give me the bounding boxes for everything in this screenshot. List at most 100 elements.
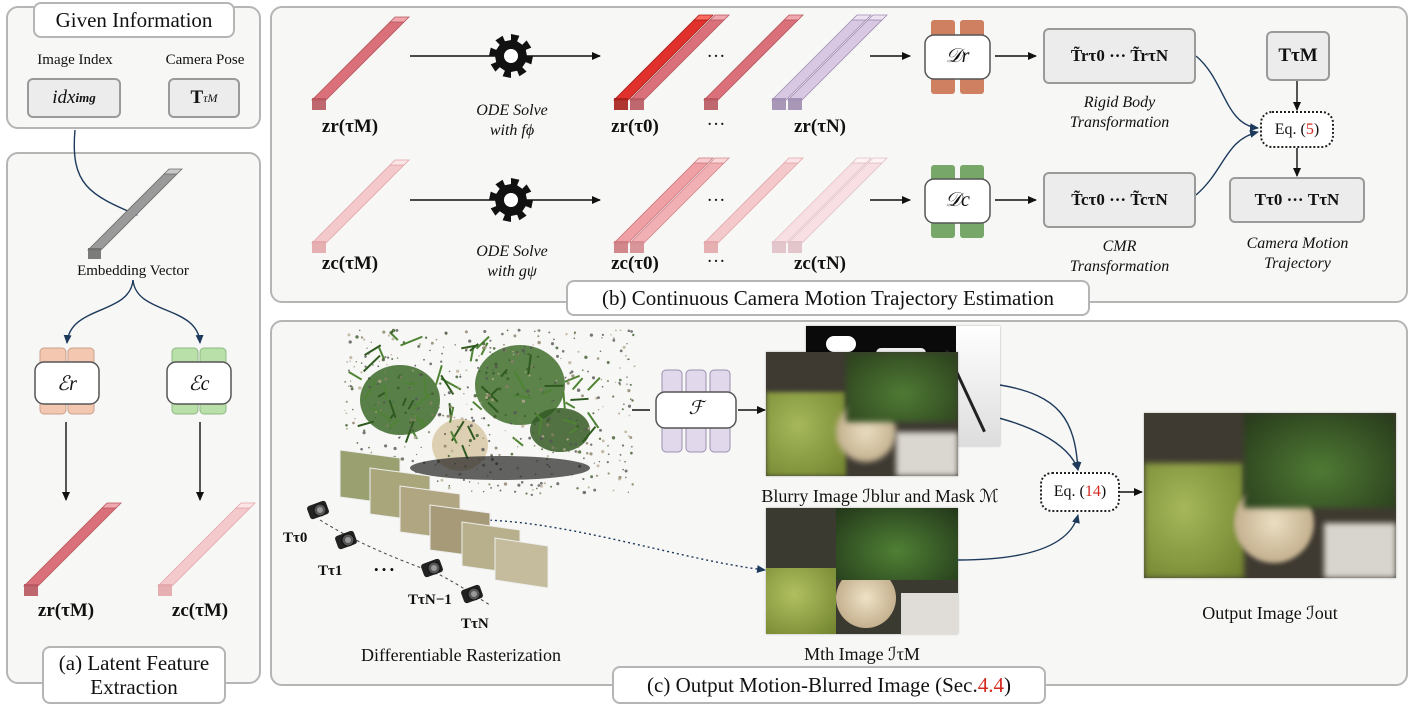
ellipsis-c-bottom: ··· — [706, 251, 726, 272]
image-index-box: idx img — [27, 78, 121, 118]
panel-a-caption-line2: Extraction — [90, 675, 178, 699]
eq14-suffix: ) — [1100, 483, 1107, 500]
arrow-rigid-to-eq5 — [1195, 55, 1259, 132]
decoder-c-network — [924, 165, 991, 238]
encoder-r-network — [34, 347, 100, 415]
latent-feature-panel — [6, 152, 261, 684]
decoder-r-network — [924, 20, 991, 94]
eq14-number: 14 — [1084, 483, 1101, 500]
t-tau-0-label: Tτ0 — [283, 530, 308, 546]
traj-line2: Trajectory — [1264, 255, 1331, 272]
image-frames-along-trajectory — [339, 449, 549, 589]
pose-sup: τM — [203, 90, 218, 105]
idx-sub: img — [75, 90, 96, 105]
zc-tau-m-label-a: zc(τM) — [171, 600, 229, 621]
panel-a-caption-line1: (a) Latent Feature — [58, 651, 210, 675]
latent-bar-zc-mid — [703, 157, 804, 253]
blurry-image-label: Blurry Image ℐblur and Mask ℳ — [761, 486, 999, 506]
eq5-box: Eq. (5) — [1260, 111, 1334, 148]
encoder-c-label: ℰc — [188, 373, 210, 395]
camera-icon — [335, 530, 357, 550]
latent-bar-zr-nb — [787, 14, 888, 110]
f-network-label: ℱ — [688, 398, 704, 419]
latent-bar-zc-m — [311, 159, 410, 253]
eq14-box: Eq. (14) — [1040, 472, 1120, 512]
ellipsis-r-top: ··· — [706, 46, 726, 67]
panel-c-caption: (c) Output Motion-Blurred Image (Sec. 4.… — [612, 666, 1046, 704]
embedding-vector-label: Embedding Vector — [77, 263, 189, 279]
ellipsis-r-bottom: ··· — [706, 114, 726, 135]
trajectory-dots: • • • — [374, 562, 395, 577]
camera-icon — [307, 500, 329, 520]
rigid-transform-box: T̃rτ0 ··· T̃rτN — [1043, 28, 1196, 84]
eq5-prefix: Eq. ( — [1274, 120, 1306, 138]
zc-tau-m-label: zc(τM) — [321, 253, 379, 274]
arrow-cmr-to-eq5 — [1195, 130, 1259, 196]
ode-solve-g-line1: ODE Solve — [476, 243, 548, 260]
panel-a-caption: (a) Latent Feature Extraction — [42, 646, 226, 704]
ode-solve-f-line2: with fϕ — [489, 122, 535, 139]
t-tau-n1-label: TτN−1 — [408, 592, 452, 608]
eq14-prefix: Eq. ( — [1053, 483, 1085, 500]
cmr-line2: Transformation — [1069, 258, 1170, 275]
latent-bar-zr-mid — [703, 14, 804, 110]
latent-bar-zr-na — [771, 14, 872, 110]
f-network — [655, 369, 737, 453]
arrow-mask-to-eq14 — [999, 384, 1082, 471]
trajectory-box: Tτ0 ··· TτN — [1229, 177, 1365, 223]
latent-bar-zr-0b — [629, 14, 730, 110]
latent-bar-zc-0a — [613, 157, 714, 253]
rigid-body-line1: Rigid Body — [1083, 94, 1156, 111]
t-tau-m-box: TτM — [1266, 31, 1330, 81]
encoder-r-label: ℰr — [57, 373, 77, 395]
latent-bar-zc-a — [157, 502, 256, 596]
decoder-r-label: 𝒟r — [945, 45, 970, 67]
latent-bar-zr-m — [311, 16, 410, 110]
latent-bar-zc-0b — [629, 157, 730, 253]
ode-solve-g-label: ODE Solve with gψ — [460, 242, 564, 282]
zr-tau-n-label: zr(τN) — [794, 116, 846, 137]
gear-icon — [489, 178, 533, 222]
latent-bar-zc-nb — [787, 157, 888, 253]
cmr-line1: CMR — [1102, 238, 1137, 255]
latent-bar-zr-0a — [613, 14, 714, 110]
zr-tau-0-label: zr(τ0) — [611, 116, 659, 137]
gear-icon — [489, 34, 533, 78]
camera-icon — [421, 558, 443, 578]
zc-tau-0-label: zc(τ0) — [611, 253, 659, 274]
rigid-body-line2: Transformation — [1069, 114, 1170, 131]
decoder-c-label: 𝒟c — [945, 189, 970, 211]
blurry-image — [766, 352, 958, 476]
zr-tau-m-label: zr(τM) — [321, 116, 379, 137]
t-tau-1-label: Tτ1 — [318, 563, 343, 579]
traj-line1: Camera Motion — [1246, 235, 1349, 252]
pose-text: T — [190, 87, 204, 108]
ode-solve-g-line2: with gψ — [487, 263, 537, 280]
latent-bar-zc-na — [771, 157, 872, 253]
panel-c-caption-ref: 4.4 — [977, 673, 1004, 697]
cmr-transform-box: T̃cτ0 ··· T̃cτN — [1043, 172, 1196, 228]
zr-tau-m-label-a: zr(τM) — [37, 600, 95, 621]
output-image — [1144, 413, 1396, 578]
camera-icon — [461, 584, 483, 604]
image-index-label: Image Index — [37, 52, 113, 68]
t-tau-n-label: TτN — [461, 616, 489, 632]
cmr-label: CMR Transformation — [1043, 237, 1196, 277]
arrow-embedding-to-enc-r — [63, 279, 134, 344]
ode-solve-f-line1: ODE Solve — [476, 102, 548, 119]
output-image-label: Output Image ℐout — [1202, 603, 1338, 623]
mth-image-label: Mth Image ℐτM — [804, 644, 920, 664]
camera-pose-label: Camera Pose — [165, 52, 245, 68]
zc-tau-n-label: zc(τN) — [794, 253, 846, 274]
mth-image — [766, 508, 958, 634]
dotted-arrow-to-mth — [469, 519, 766, 574]
panel-c-caption-suffix: ) — [1003, 673, 1011, 697]
camera-motion-trajectory-label: Camera Motion Trajectory — [1215, 234, 1380, 274]
arrow-index-to-embedding — [73, 129, 138, 216]
latent-bar-zr-a — [23, 502, 122, 596]
panel-b-caption: (b) Continuous Camera Motion Trajectory … — [566, 280, 1090, 316]
gaussian-point-cloud — [344, 328, 636, 497]
ellipsis-c-top: ··· — [706, 190, 726, 211]
